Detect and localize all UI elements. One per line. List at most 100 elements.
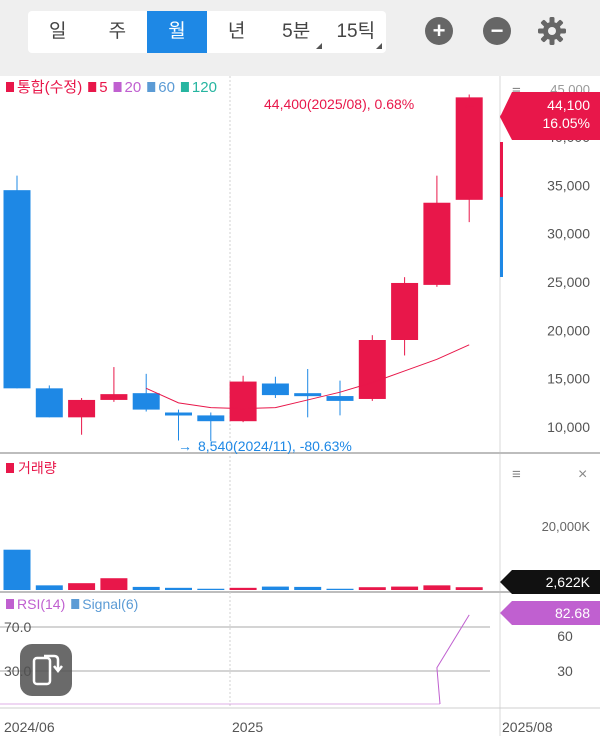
rsi-legend: RSI(14) Signal(6) (6, 596, 138, 612)
candle-body (358, 340, 386, 399)
rsi-legend-swatch-0 (6, 599, 14, 609)
volume-bars (3, 549, 483, 590)
candle-body (68, 399, 96, 418)
candle-body (261, 383, 289, 396)
volume-bar-2024/11 (165, 587, 192, 590)
candle-2025/08 (455, 94, 483, 223)
low-annotation: 8,540(2024/11), -80.63% (198, 438, 352, 454)
legend-swatch-0 (6, 82, 14, 92)
volume-close-icon[interactable]: × (578, 466, 587, 483)
candle-body (3, 190, 31, 389)
price-legend: 통합(수정) 5 20 60 120 (6, 79, 217, 96)
gear-icon (538, 17, 566, 45)
candle-2025/01 (229, 375, 257, 423)
low-arrow: → (178, 438, 192, 454)
candle-2025/07 (423, 175, 451, 287)
legend-label-2: 20 (125, 79, 142, 96)
candle-body (423, 202, 451, 285)
volume-legend-swatch (6, 463, 14, 473)
price-tick-1: 35,000 (547, 177, 590, 193)
candle-2025/06 (391, 277, 419, 356)
x-label-end: 2025/08 (502, 719, 553, 735)
period-tab-4[interactable]: 5분 (266, 11, 326, 53)
rsi-legend-label-0: RSI(14) (17, 596, 65, 612)
rsi-current: 82.68 (555, 605, 590, 621)
volume-bar-2024/07 (35, 585, 63, 590)
window-switch-icon (32, 654, 63, 686)
price-axis: 40,00035,00030,00025,00020,00015,00010,0… (547, 129, 590, 435)
candle-2024/11 (165, 409, 192, 441)
rsi-line (436, 614, 470, 705)
volume-bar-2024/06 (3, 549, 31, 590)
period-tab-1[interactable]: 주 (108, 21, 127, 42)
candle-body (197, 415, 225, 422)
period-tab-3[interactable]: 년 (227, 21, 246, 42)
rsi-current-flag (500, 601, 600, 625)
volume-bar-2024/09 (100, 578, 128, 590)
price-tick-4: 20,000 (547, 322, 590, 338)
current-price: 44,100 (547, 97, 590, 113)
legend-label-1: 5 (99, 79, 107, 96)
legend-label-0: 통합(수정) (17, 79, 82, 96)
rsi-axis-30: 30 (557, 663, 573, 679)
volume-bar-2024/10 (132, 586, 160, 590)
legend-swatch-4 (180, 82, 189, 92)
tab-dropdown-corner-icon (315, 43, 322, 49)
volume-bar-2025/03 (294, 586, 322, 590)
price-tick-6: 10,000 (547, 419, 590, 435)
volume-bar-2025/04 (326, 588, 354, 590)
candle-body (165, 412, 192, 416)
legend-swatch-3 (147, 82, 156, 92)
x-label-start: 2024/06 (4, 719, 55, 735)
period-tabs: 일 주 월 년 5분 15틱 (28, 11, 386, 53)
current-price-flag (500, 92, 600, 140)
settings-button[interactable] (537, 16, 567, 46)
period-tab-5[interactable]: 15틱 (326, 11, 386, 53)
price-scrollbar-up (500, 142, 503, 197)
volume-menu-icon[interactable]: ≡ (512, 466, 521, 483)
candle-2024/08 (68, 398, 96, 435)
volume-axis-tick: 20,000K (542, 519, 591, 534)
price-tick-2: 30,000 (547, 226, 590, 242)
volume-bar-2025/02 (261, 586, 289, 590)
rsi-level-70: 70.0 (4, 619, 31, 635)
plus-circle-icon: + (432, 18, 446, 43)
current-change: 16.05% (543, 115, 590, 131)
volume-bar-2025/07 (423, 585, 451, 590)
candle-body (326, 396, 354, 401)
legend-swatch-1 (88, 82, 97, 92)
high-arrow: ← (462, 96, 476, 112)
volume-bar-2025/01 (229, 587, 257, 590)
x-label-year: 2025 (232, 719, 263, 735)
price-tick-5: 15,000 (547, 371, 590, 387)
candle-body (35, 388, 63, 418)
volume-current: 2,622K (546, 574, 591, 590)
price-tick-3: 25,000 (547, 274, 590, 290)
candle-2025/04 (326, 380, 354, 416)
candle-2024/10 (132, 373, 160, 412)
candle-2024/06 (3, 175, 31, 389)
price-menu-icon[interactable]: ≡ (512, 83, 521, 100)
legend-label-3: 60 (158, 79, 175, 96)
zoom-in-button[interactable]: + (425, 17, 453, 45)
period-tab-0[interactable]: 일 (49, 21, 67, 42)
volume-legend: 거래량 (18, 460, 57, 476)
candle-body (294, 393, 322, 397)
period-toolbar: 일 주 월 년 5분 15틱 + − (0, 0, 600, 76)
candle-2024/07 (35, 385, 63, 418)
rsi-legend-swatch-1 (71, 599, 80, 609)
volume-current-flag (500, 570, 600, 594)
ma5-line (145, 344, 470, 410)
rsi-legend-label-1: Signal(6) (82, 596, 138, 612)
legend-label-4: 120 (192, 79, 217, 96)
price-scrollbar-down (500, 197, 503, 277)
candle-body (100, 394, 128, 400)
app-switch-button[interactable] (20, 644, 72, 696)
zoom-out-button[interactable]: − (483, 17, 511, 45)
candle-2025/03 (294, 369, 322, 418)
volume-bar-2024/08 (68, 583, 96, 590)
candle-body (455, 97, 483, 200)
period-tab-2[interactable]: 월 (147, 11, 207, 53)
candle-body (229, 381, 257, 422)
